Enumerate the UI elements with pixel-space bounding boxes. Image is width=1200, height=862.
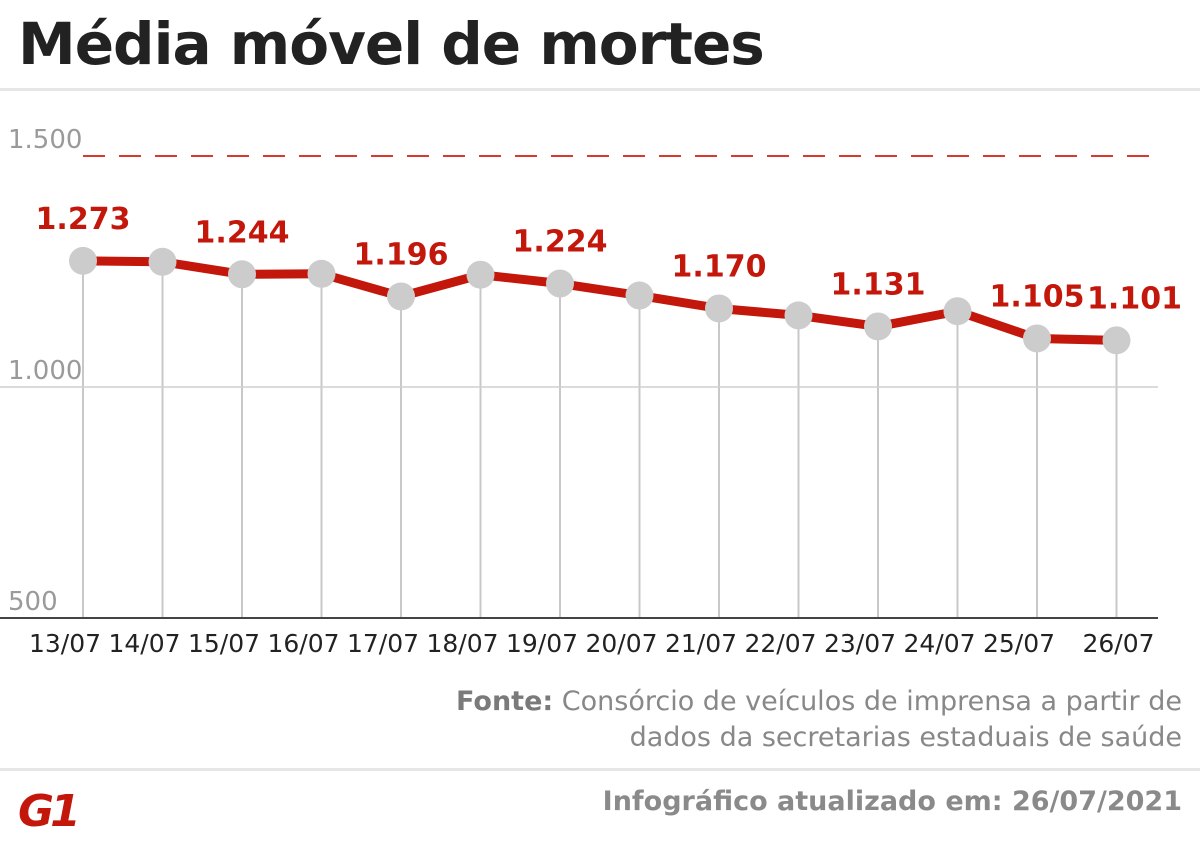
data-label: 1.131 <box>831 267 926 302</box>
data-point <box>69 246 97 275</box>
data-point <box>466 260 495 289</box>
x-tick-label: 23/07 <box>824 629 896 658</box>
x-tick-label: 18/07 <box>426 629 498 658</box>
data-point <box>546 269 574 298</box>
data-label: 1.273 <box>36 202 131 237</box>
x-tick-label: 17/07 <box>347 629 419 658</box>
x-tick-label: 14/07 <box>108 629 180 658</box>
source-text: Consórcio de veículos de imprensa a part… <box>561 686 1182 753</box>
data-label: 1.101 <box>1087 281 1182 316</box>
x-tick-label: 19/07 <box>506 629 578 658</box>
y-tick-label: 1.000 <box>8 356 82 386</box>
x-tick-label: 22/07 <box>744 629 816 658</box>
data-point <box>784 301 813 330</box>
data-point <box>1023 324 1051 353</box>
data-point <box>307 259 336 288</box>
data-label: 1.224 <box>513 225 608 260</box>
data-point <box>387 282 415 311</box>
g1-logo-text: G1 <box>18 786 81 837</box>
source-label: Fonte: <box>456 686 554 717</box>
data-point <box>943 297 972 326</box>
y-tick-label: 1.500 <box>8 125 82 155</box>
source-note: Fonte: Consórcio de veículos de imprensa… <box>422 684 1182 756</box>
data-label: 1.244 <box>195 215 290 250</box>
data-label: 1.170 <box>672 249 767 284</box>
x-tick-label: 25/07 <box>983 629 1055 658</box>
data-point <box>864 312 892 341</box>
x-tick-label: 16/07 <box>267 629 339 658</box>
x-tick-label: 21/07 <box>665 629 737 658</box>
g1-logo: G1 <box>18 786 92 837</box>
data-point <box>1102 326 1131 355</box>
x-tick-label: 15/07 <box>188 629 260 658</box>
data-point <box>625 281 654 310</box>
chart-title: Média móvel de mortes <box>18 10 765 78</box>
data-label: 1.105 <box>990 279 1085 314</box>
data-point <box>148 247 177 276</box>
data-label: 1.196 <box>354 237 449 272</box>
data-point <box>705 294 733 323</box>
data-point <box>228 260 256 289</box>
x-tick-label: 13/07 <box>29 629 101 658</box>
top-divider <box>0 88 1200 91</box>
x-tick-label: 20/07 <box>585 629 657 658</box>
line-chart: 1.500 1.000 500 1.273 1.244 1.196 1.224 1.170 1.… <box>0 125 1182 658</box>
y-tick-label: 500 <box>8 587 58 617</box>
bottom-divider <box>0 768 1200 771</box>
x-tick-label: 26/07 <box>1082 629 1154 658</box>
x-tick-label: 24/07 <box>903 629 975 658</box>
updated-note: Infográfico atualizado em: 26/07/2021 <box>602 786 1182 817</box>
